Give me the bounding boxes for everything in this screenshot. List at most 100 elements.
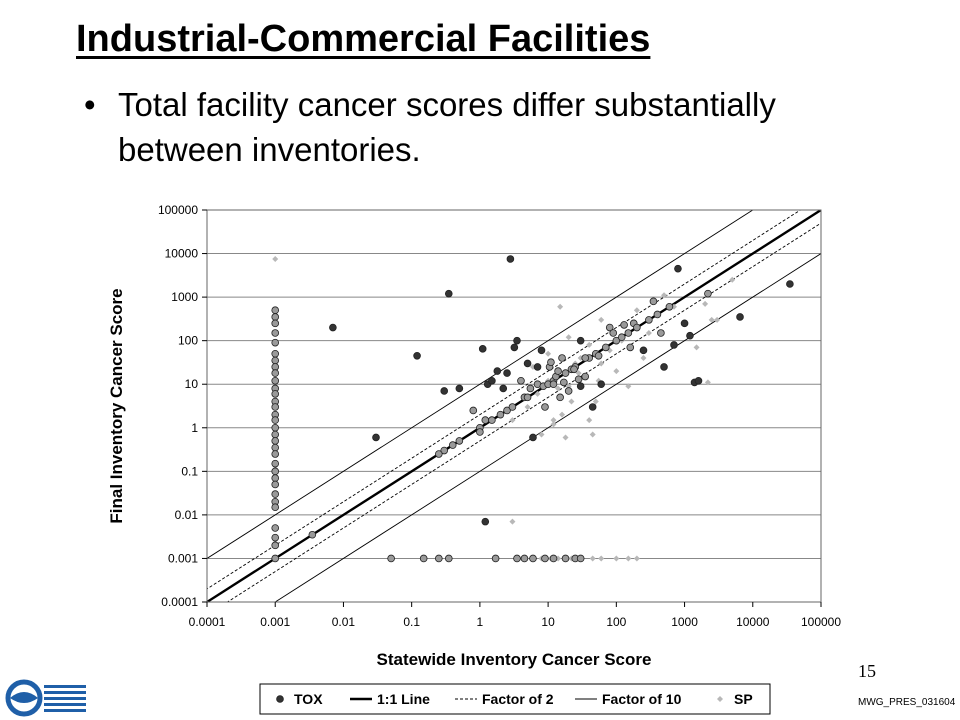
x-axis-ticks: 0.0001 0.001 0.01 0.1 1 10 100 1000 10000 100000 bbox=[189, 602, 841, 629]
y-tick-label: 10000 bbox=[165, 247, 199, 261]
tox-point bbox=[271, 524, 280, 532]
tox-point bbox=[481, 416, 490, 424]
tox-point bbox=[670, 341, 678, 349]
tox-point bbox=[549, 380, 558, 389]
sp-point bbox=[559, 411, 566, 418]
x-tick-label: 0.01 bbox=[332, 615, 356, 629]
y-tick-label: 100000 bbox=[158, 203, 198, 217]
tox-point bbox=[686, 331, 694, 340]
logo-stripe bbox=[44, 703, 86, 706]
tox-point bbox=[469, 406, 478, 415]
logo-stripe bbox=[44, 709, 86, 712]
tox-point bbox=[736, 313, 744, 321]
sp-point bbox=[586, 417, 593, 424]
tox-point bbox=[503, 406, 511, 415]
sp-point bbox=[550, 421, 557, 428]
tox-point bbox=[558, 354, 566, 362]
tox-point bbox=[435, 450, 443, 458]
bullet-item: • Total facility cancer scores differ su… bbox=[84, 82, 888, 172]
tox-point bbox=[510, 343, 519, 352]
tox-point bbox=[491, 554, 500, 563]
sp-point bbox=[568, 398, 575, 405]
tox-point bbox=[556, 393, 564, 402]
tox-point bbox=[271, 319, 280, 328]
tox-point bbox=[271, 338, 280, 347]
sp-point bbox=[272, 255, 279, 262]
legend-box bbox=[259, 683, 771, 715]
tox-point bbox=[271, 474, 280, 482]
tox-point bbox=[612, 336, 621, 345]
tox-point bbox=[601, 343, 610, 352]
sp-point bbox=[625, 555, 632, 562]
tox-point bbox=[576, 382, 585, 391]
tox-point bbox=[271, 450, 280, 458]
tox-point bbox=[680, 319, 689, 328]
legend-marker-sp bbox=[717, 696, 723, 702]
tox-point bbox=[503, 369, 511, 377]
sp-point bbox=[633, 307, 640, 314]
sp-point bbox=[565, 334, 572, 341]
tox-point bbox=[271, 349, 280, 358]
sp-point bbox=[598, 360, 605, 367]
tox-point bbox=[448, 441, 457, 449]
tox-point bbox=[517, 376, 525, 385]
x-tick-label: 0.001 bbox=[260, 615, 290, 629]
tox-point bbox=[561, 554, 570, 563]
tox-point bbox=[633, 323, 641, 332]
sp-point bbox=[613, 555, 620, 562]
factor-of-10-line bbox=[207, 210, 754, 559]
tox-point bbox=[649, 297, 658, 306]
tox-point bbox=[541, 554, 549, 563]
tox-point bbox=[657, 329, 665, 337]
tox-point bbox=[329, 323, 337, 332]
sp-point bbox=[708, 316, 715, 323]
tox-point bbox=[372, 433, 380, 442]
tox-point bbox=[581, 354, 590, 362]
tox-point bbox=[271, 541, 280, 550]
tox-point bbox=[694, 376, 703, 385]
tox-point bbox=[626, 343, 635, 352]
tox-point bbox=[588, 403, 597, 411]
x-tick-label: 10 bbox=[541, 615, 555, 629]
tox-point bbox=[605, 323, 614, 332]
logo-stripe bbox=[44, 697, 86, 700]
logo-stripe bbox=[44, 691, 86, 694]
tox-point bbox=[444, 554, 453, 563]
sp-point bbox=[693, 344, 700, 351]
tox-point bbox=[271, 443, 280, 452]
legend-label: TOX bbox=[294, 691, 323, 707]
y-axis-label: Final Inventory Cancer Score bbox=[107, 288, 126, 523]
tox-point bbox=[617, 333, 626, 342]
tox-point bbox=[271, 423, 280, 432]
x-tick-label: 0.0001 bbox=[189, 615, 226, 629]
bullet-text: Total facility cancer scores differ subs… bbox=[118, 86, 776, 168]
sp-point bbox=[704, 379, 711, 386]
tox-point bbox=[576, 554, 585, 563]
x-tick-label: 1 bbox=[477, 615, 484, 629]
x-axis-label: Statewide Inventory Cancer Score bbox=[377, 650, 652, 669]
sp-point bbox=[640, 354, 647, 361]
bullet-dot: • bbox=[84, 86, 96, 123]
sp-point bbox=[550, 417, 557, 424]
tox-point bbox=[444, 289, 453, 298]
sp-point bbox=[509, 518, 516, 525]
sp-point bbox=[613, 368, 620, 375]
legend: TOX 1:1 Line Factor of 2 Factor of 10 SP bbox=[259, 683, 771, 715]
factor-of-2-line bbox=[207, 210, 802, 590]
x-tick-label: 10000 bbox=[736, 615, 770, 629]
legend-marker-tox bbox=[276, 695, 284, 703]
tox-point bbox=[271, 430, 280, 439]
sp-point bbox=[702, 300, 709, 307]
logo-ring bbox=[5, 679, 43, 717]
tox-point bbox=[271, 363, 280, 371]
sp-point bbox=[589, 555, 596, 562]
sp-point bbox=[545, 350, 552, 357]
x-tick-label: 1000 bbox=[671, 615, 698, 629]
y-tick-label: 1 bbox=[191, 421, 198, 435]
tox-point bbox=[506, 255, 515, 263]
sp-point bbox=[575, 370, 582, 377]
y-tick-label: 0.01 bbox=[175, 508, 199, 522]
y-tick-label: 100 bbox=[178, 334, 198, 348]
tox-point bbox=[576, 336, 585, 345]
